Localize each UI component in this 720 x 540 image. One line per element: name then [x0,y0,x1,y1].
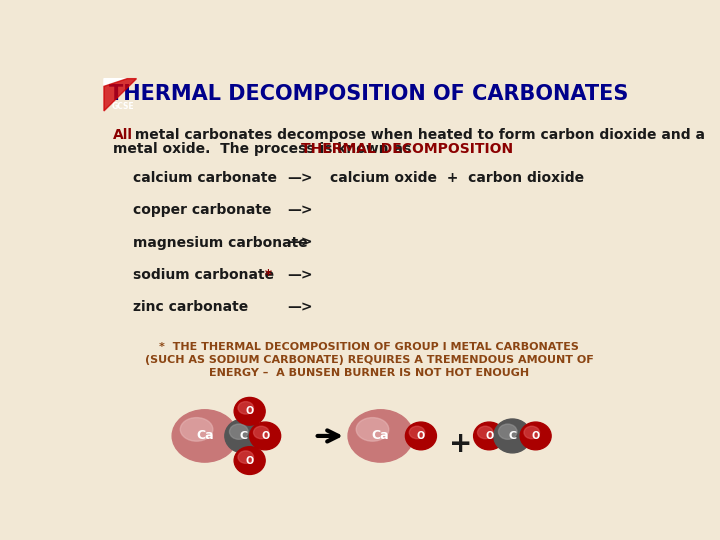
Ellipse shape [230,424,248,440]
Ellipse shape [524,426,539,438]
Ellipse shape [253,426,269,438]
Ellipse shape [250,422,281,450]
Text: —>: —> [287,268,313,282]
Text: magnesium carbonate: magnesium carbonate [132,236,307,249]
Text: GCSE: GCSE [112,102,135,111]
Text: THERMAL DECOMPOSITION OF CARBONATES: THERMAL DECOMPOSITION OF CARBONATES [109,84,629,104]
Ellipse shape [238,402,253,414]
Ellipse shape [180,417,213,441]
Text: Ca: Ca [372,429,390,442]
Text: zinc carbonate: zinc carbonate [132,300,248,314]
Text: —>: —> [287,204,313,218]
Polygon shape [104,79,137,111]
Ellipse shape [238,451,253,463]
Polygon shape [104,79,137,111]
Text: O: O [531,431,540,441]
Ellipse shape [474,422,505,450]
Text: C: C [508,431,516,441]
Text: THERMAL DECOMPOSITION: THERMAL DECOMPOSITION [301,142,513,156]
Text: All: All [113,128,133,142]
Text: calcium carbonate: calcium carbonate [132,171,276,185]
Text: O: O [485,431,493,441]
Text: —>: —> [287,236,313,249]
Text: sodium carbonate: sodium carbonate [132,268,274,282]
Ellipse shape [477,426,493,438]
Ellipse shape [520,422,551,450]
Text: O: O [246,406,253,416]
Text: +: + [449,430,472,458]
Text: metal carbonates decompose when heated to form carbon dioxide and a: metal carbonates decompose when heated t… [130,128,705,142]
Ellipse shape [172,410,238,462]
Ellipse shape [356,417,389,441]
Text: C: C [239,431,248,441]
Text: —>: —> [287,300,313,314]
Text: metal oxide.  The process is known as: metal oxide. The process is known as [113,142,416,156]
Text: *  THE THERMAL DECOMPOSITION OF GROUP I METAL CARBONATES: * THE THERMAL DECOMPOSITION OF GROUP I M… [159,342,579,352]
Ellipse shape [348,410,413,462]
Text: —>: —> [287,171,313,185]
Text: O: O [417,431,425,441]
Text: Ca: Ca [196,429,214,442]
Ellipse shape [234,397,265,425]
Ellipse shape [225,419,262,453]
Ellipse shape [494,419,531,453]
Ellipse shape [405,422,436,450]
Text: calcium oxide  +  carbon dioxide: calcium oxide + carbon dioxide [330,171,585,185]
Text: O: O [246,456,253,465]
Text: copper carbonate: copper carbonate [132,204,271,218]
Ellipse shape [234,447,265,475]
Ellipse shape [498,424,517,440]
Ellipse shape [409,426,425,438]
Text: ENERGY –  A BUNSEN BURNER IS NOT HOT ENOUGH: ENERGY – A BUNSEN BURNER IS NOT HOT ENOU… [209,368,529,378]
Text: O: O [261,431,269,441]
Text: (SUCH AS SODIUM CARBONATE) REQUIRES A TREMENDOUS AMOUNT OF: (SUCH AS SODIUM CARBONATE) REQUIRES A TR… [145,355,593,365]
Text: *: * [261,268,272,282]
